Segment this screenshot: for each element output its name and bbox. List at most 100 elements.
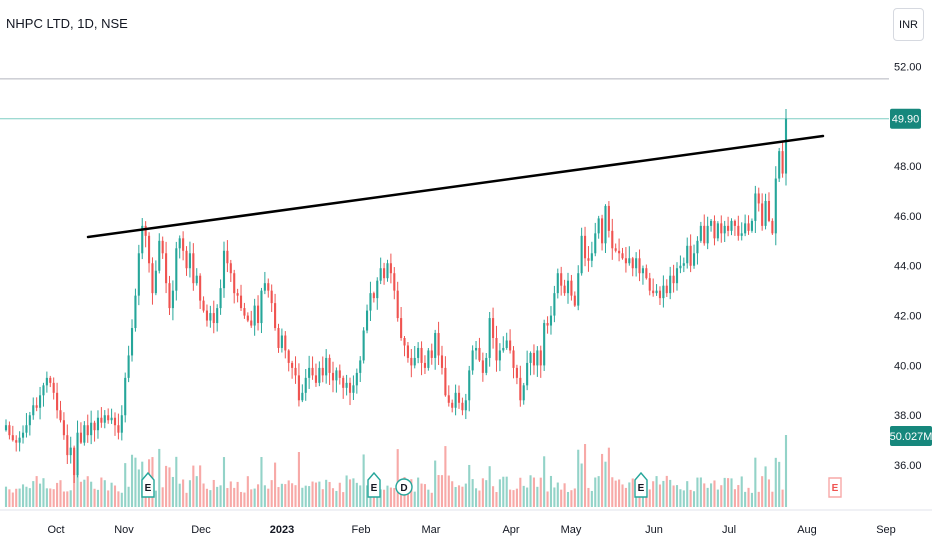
price-tick-label: 52.00 — [894, 61, 922, 73]
volume-bar — [440, 475, 444, 507]
candle-body — [546, 323, 549, 326]
candle-body — [188, 253, 191, 269]
volume-bar — [771, 491, 774, 507]
candle-body — [253, 305, 256, 326]
volume-bar — [250, 489, 253, 507]
currency-button[interactable]: INR — [893, 8, 924, 41]
volume-bar — [529, 475, 532, 507]
candle-body — [342, 377, 345, 388]
volume-bar — [76, 459, 79, 507]
candle-body — [171, 290, 174, 309]
volume-bar — [308, 486, 311, 507]
candle-body — [45, 377, 48, 386]
candle-body — [250, 320, 253, 326]
candle-body — [771, 220, 774, 234]
volume-bar — [321, 489, 324, 507]
volume-bar — [645, 490, 648, 507]
volume-bar — [474, 488, 478, 507]
volume-bar — [18, 488, 21, 507]
volume-bar — [720, 485, 723, 507]
volume-bar — [301, 487, 304, 507]
candle-body — [4, 425, 8, 431]
volume-bar — [161, 487, 164, 507]
candle-body — [519, 377, 522, 401]
event-marker-e[interactable]: E — [367, 471, 381, 498]
event-marker-e[interactable]: E — [141, 471, 155, 498]
event-marker-d[interactable]: D — [395, 478, 413, 496]
candle-body — [297, 375, 300, 401]
candle-body — [583, 235, 587, 259]
candle-body — [127, 355, 130, 378]
candle-body — [287, 350, 290, 363]
volume-bar — [325, 479, 328, 507]
volume-bar — [665, 475, 668, 507]
volume-bar — [362, 454, 365, 507]
candle-body — [515, 367, 518, 378]
volume-bar — [781, 489, 784, 507]
volume-bar — [461, 486, 464, 507]
volume-bar — [103, 480, 106, 507]
candle-body — [222, 250, 226, 289]
candle-body — [294, 367, 297, 376]
event-marker-e[interactable]: E — [828, 477, 842, 498]
volume-bar — [539, 477, 542, 507]
candle-body — [474, 347, 478, 351]
candle-body — [553, 293, 556, 316]
candle-body — [260, 290, 263, 324]
candle-body — [338, 370, 341, 378]
volume-bar — [90, 481, 93, 507]
volume-bar — [165, 465, 168, 507]
candle-body — [28, 415, 31, 426]
volume-bar — [706, 487, 709, 507]
volume-bar — [188, 480, 191, 507]
volume-bar — [253, 488, 256, 507]
volume-bar — [733, 489, 736, 507]
volume-bar — [178, 483, 181, 507]
candle-body — [672, 275, 675, 284]
candle-body — [229, 263, 232, 274]
candle-body — [607, 205, 610, 231]
volume-bar — [549, 475, 553, 507]
volume-bar — [100, 477, 103, 507]
candle-body — [277, 328, 280, 348]
event-marker-e[interactable]: E — [634, 471, 648, 498]
volume-bar — [393, 488, 396, 507]
candle-body — [427, 350, 430, 368]
volume-bar — [761, 476, 764, 507]
candle-body — [267, 283, 270, 291]
volume-bar — [478, 490, 481, 507]
candle-body — [638, 258, 641, 274]
candle-body — [175, 248, 178, 291]
volume-bar — [723, 477, 726, 507]
volume-bar — [52, 489, 55, 507]
candle-body — [413, 357, 416, 366]
volume-bar — [532, 477, 536, 507]
time-tick-label: Oct — [47, 524, 64, 536]
candle-body — [35, 405, 38, 408]
volume-bar — [379, 489, 382, 507]
candle-body — [679, 265, 682, 269]
volume-bar — [205, 488, 209, 507]
volume-bar — [328, 481, 331, 507]
candle-body — [784, 118, 788, 174]
candle-body — [594, 233, 597, 254]
volume-bar — [655, 476, 658, 507]
candle-body — [505, 340, 508, 348]
candle-body — [73, 447, 76, 476]
candle-body — [451, 402, 454, 408]
trend-line[interactable] — [86, 134, 825, 239]
price-tick-label: 40.00 — [894, 360, 922, 372]
volume-bar — [270, 480, 273, 507]
candle-body — [199, 275, 202, 301]
volume-bar — [468, 464, 471, 507]
candle-body — [662, 285, 665, 299]
candle-body — [284, 335, 287, 351]
candle-body — [774, 178, 777, 234]
volume-bar — [556, 482, 559, 507]
volume-bar — [658, 484, 662, 507]
candle-body — [573, 295, 576, 306]
volume-bar — [127, 486, 130, 507]
candle-body — [754, 193, 757, 221]
candle-body — [365, 310, 369, 331]
